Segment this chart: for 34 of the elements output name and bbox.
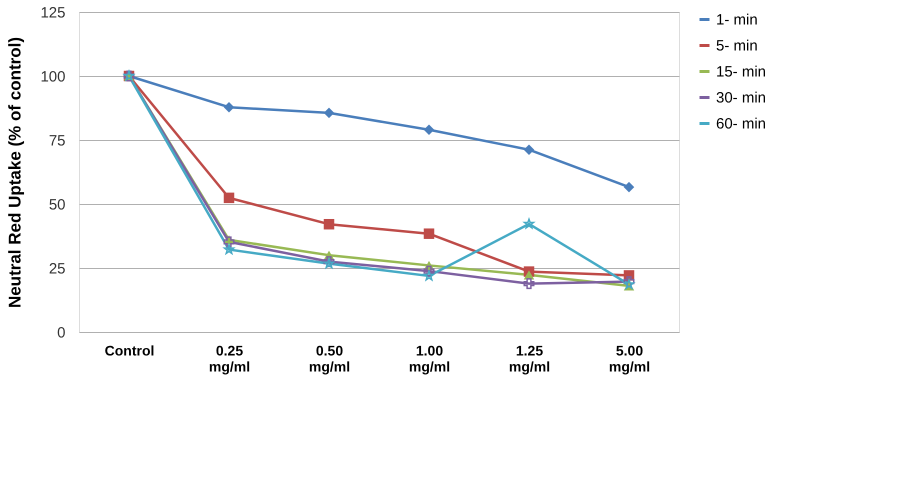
point	[424, 124, 434, 136]
x-tick-label: Control	[104, 342, 154, 358]
point	[524, 144, 534, 155]
y-tick-label: 75	[48, 132, 66, 150]
point	[224, 244, 234, 254]
point	[324, 218, 334, 230]
legend-label: 1- min	[716, 12, 758, 28]
point	[424, 228, 434, 239]
legend-label: 60- min	[716, 116, 766, 132]
y-tick-label: 25	[48, 260, 66, 278]
point	[424, 270, 434, 281]
point	[224, 102, 234, 112]
y-tick-label: 0	[57, 324, 66, 342]
legend-label: 15- min	[716, 64, 766, 80]
point	[624, 182, 634, 192]
point	[324, 108, 334, 118]
y-tick-label: 125	[40, 4, 66, 22]
legend-label: 5- min	[716, 38, 758, 54]
point	[424, 266, 434, 277]
y-axis-title: Neutral Red Uptake (% of control)	[5, 36, 24, 308]
x-tick-label: 0.25 mg/ml	[208, 342, 250, 374]
y-tick-label: 50	[48, 196, 66, 214]
x-tick-label: 1.25 mg/ml	[508, 342, 550, 374]
point	[624, 276, 634, 288]
point	[224, 236, 234, 248]
x-tick-label: 1.00 mg/ml	[408, 342, 450, 374]
point	[624, 278, 634, 289]
point	[524, 218, 534, 229]
x-tick-label: 0.50 mg/ml	[308, 342, 350, 374]
point	[524, 278, 534, 290]
legend-label: 30- min	[716, 90, 766, 106]
x-tick-label: 5.00 mg/ml	[608, 342, 650, 374]
y-tick-label: 100	[40, 68, 66, 86]
point	[224, 192, 234, 204]
